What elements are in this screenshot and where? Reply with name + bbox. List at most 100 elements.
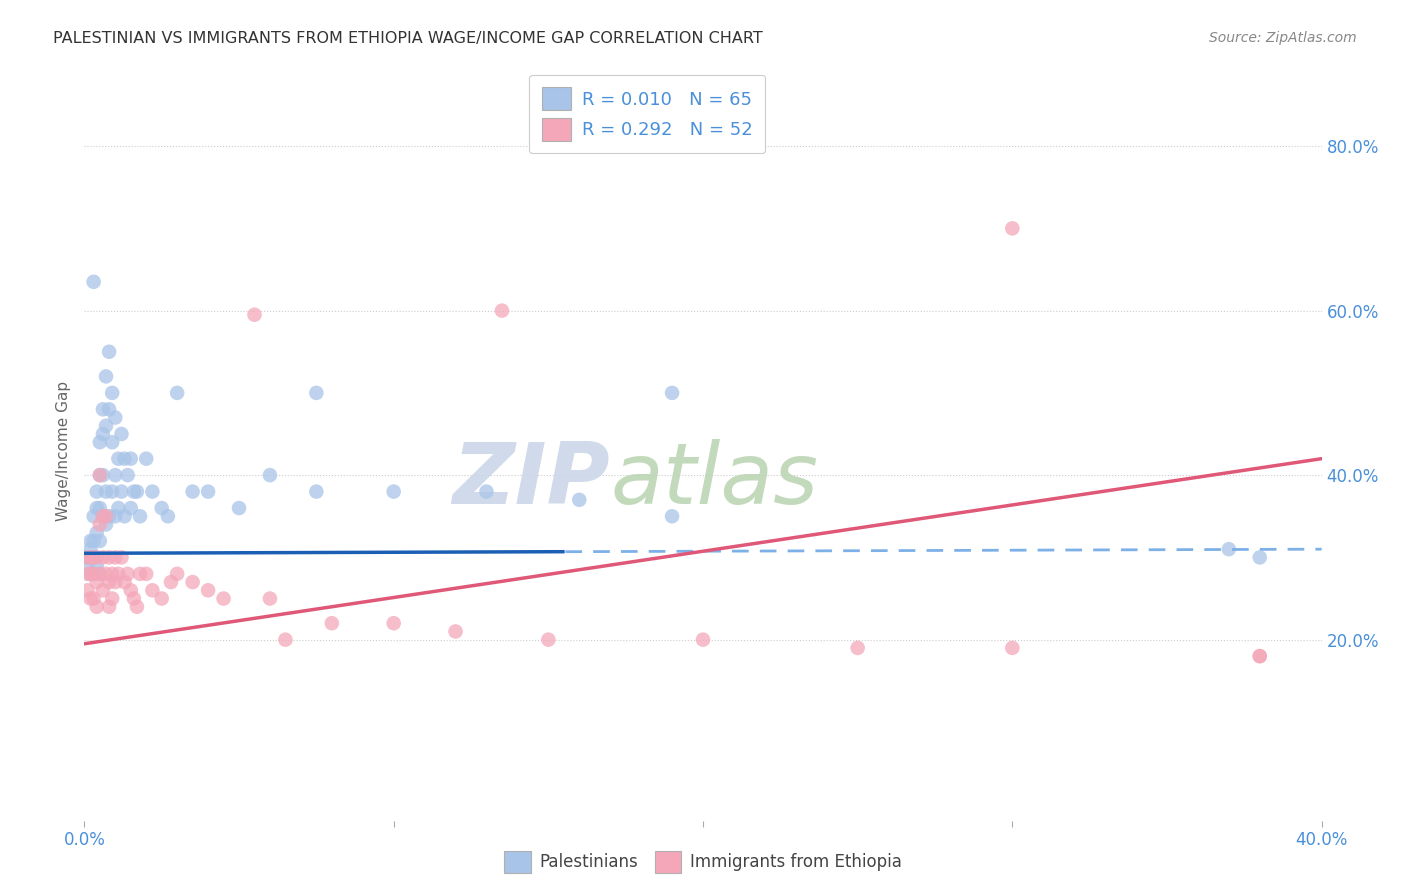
Point <box>120 583 142 598</box>
Point <box>107 501 129 516</box>
Point <box>86 575 108 590</box>
Point <box>91 402 114 417</box>
Point <box>135 566 157 581</box>
Point <box>101 566 124 581</box>
Point <box>89 501 111 516</box>
Point <box>135 451 157 466</box>
Point <box>79 533 101 548</box>
Point <box>692 632 714 647</box>
Point <box>98 402 121 417</box>
Point <box>1249 649 1271 664</box>
Text: atlas: atlas <box>610 439 818 522</box>
Point <box>104 550 127 565</box>
Point <box>568 492 591 507</box>
Point <box>89 533 111 548</box>
Point <box>94 369 117 384</box>
Point <box>76 558 98 573</box>
Point <box>166 566 188 581</box>
Point <box>537 632 560 647</box>
Legend: Palestinians, Immigrants from Ethiopia: Palestinians, Immigrants from Ethiopia <box>498 845 908 880</box>
Point <box>110 427 132 442</box>
Point <box>122 591 145 606</box>
Point <box>101 484 124 499</box>
Point <box>89 435 111 450</box>
Point <box>76 550 98 565</box>
Point <box>91 509 114 524</box>
Point <box>150 501 173 516</box>
Point <box>141 583 163 598</box>
Text: ZIP: ZIP <box>453 439 610 522</box>
Point <box>1001 640 1024 655</box>
Point <box>79 566 101 581</box>
Point <box>661 385 683 400</box>
Point <box>129 566 152 581</box>
Point <box>181 484 204 499</box>
Point <box>212 591 235 606</box>
Point <box>94 517 117 532</box>
Point <box>98 344 121 359</box>
Point <box>107 451 129 466</box>
Point <box>104 509 127 524</box>
Point <box>117 468 139 483</box>
Point <box>114 575 136 590</box>
Point <box>91 583 114 598</box>
Point <box>79 550 101 565</box>
Point <box>259 468 281 483</box>
Point <box>382 616 405 631</box>
Point <box>89 566 111 581</box>
Point <box>94 418 117 433</box>
Point <box>98 575 121 590</box>
Text: PALESTINIAN VS IMMIGRANTS FROM ETHIOPIA WAGE/INCOME GAP CORRELATION CHART: PALESTINIAN VS IMMIGRANTS FROM ETHIOPIA … <box>53 31 763 46</box>
Point <box>197 484 219 499</box>
Point <box>181 575 204 590</box>
Point <box>122 484 145 499</box>
Point <box>86 525 108 540</box>
Point <box>98 509 121 524</box>
Point <box>125 599 148 614</box>
Point <box>91 427 114 442</box>
Point <box>114 509 136 524</box>
Point <box>79 542 101 557</box>
Y-axis label: Wage/Income Gap: Wage/Income Gap <box>56 380 72 521</box>
Point <box>1001 221 1024 235</box>
Point <box>305 484 328 499</box>
Point <box>83 566 105 581</box>
Point <box>475 484 498 499</box>
Point <box>259 591 281 606</box>
Point <box>83 509 105 524</box>
Point <box>83 550 105 565</box>
Point <box>83 533 105 548</box>
Point <box>101 385 124 400</box>
Point <box>166 385 188 400</box>
Point <box>114 451 136 466</box>
Point <box>98 550 121 565</box>
Point <box>91 550 114 565</box>
Point <box>94 509 117 524</box>
Point <box>305 385 328 400</box>
Point <box>91 468 114 483</box>
Point <box>160 575 183 590</box>
Legend: R = 0.010   N = 65, R = 0.292   N = 52: R = 0.010 N = 65, R = 0.292 N = 52 <box>530 75 765 153</box>
Point <box>79 591 101 606</box>
Point <box>117 566 139 581</box>
Point <box>110 550 132 565</box>
Point <box>110 484 132 499</box>
Point <box>89 566 111 581</box>
Point <box>76 566 98 581</box>
Point <box>86 501 108 516</box>
Point <box>120 501 142 516</box>
Point <box>104 468 127 483</box>
Point <box>89 468 111 483</box>
Point <box>228 501 250 516</box>
Point <box>86 558 108 573</box>
Point <box>94 484 117 499</box>
Point <box>86 484 108 499</box>
Point <box>274 632 297 647</box>
Point <box>156 509 179 524</box>
Point <box>243 308 266 322</box>
Point <box>107 566 129 581</box>
Point <box>1249 649 1271 664</box>
Text: Source: ZipAtlas.com: Source: ZipAtlas.com <box>1209 31 1357 45</box>
Point <box>197 583 219 598</box>
Point <box>1218 542 1240 557</box>
